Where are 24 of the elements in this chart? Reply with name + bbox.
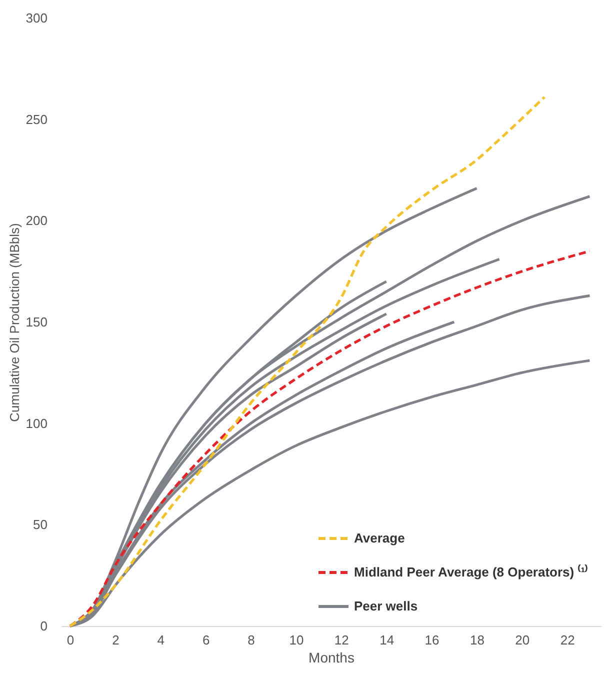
x-tick-label: 2 [112, 632, 120, 648]
x-axis-title: Months [308, 650, 354, 666]
x-tick-label: 4 [157, 632, 165, 648]
x-tick-label: 14 [380, 632, 394, 648]
x-tick-label: 20 [515, 632, 530, 648]
legend-label: Average [354, 530, 405, 546]
x-tick-label: 22 [560, 632, 575, 648]
x-tick-label: 6 [202, 632, 210, 648]
y-tick-label: 200 [26, 213, 48, 228]
legend-label: Midland Peer Average (8 Operators) ⁽¹⁾ [354, 564, 588, 580]
y-tick-label: 50 [33, 517, 48, 532]
y-tick-label: 300 [26, 10, 48, 26]
y-tick-label: 150 [26, 314, 48, 330]
y-axis-title: Cumulative Oil Production (MBbls) [6, 223, 22, 422]
x-tick-label: 18 [470, 632, 484, 648]
x-tick-label: 16 [424, 632, 440, 648]
y-tick-label: 100 [26, 416, 48, 431]
x-tick-label: 0 [66, 632, 74, 648]
x-tick-label: 12 [334, 632, 349, 648]
y-tick-label: 0 [40, 618, 48, 634]
x-tick-label: 8 [248, 632, 255, 648]
legend-label: Peer wells [354, 598, 418, 614]
x-tick-label: 10 [289, 632, 304, 648]
y-tick-label: 250 [26, 112, 48, 127]
